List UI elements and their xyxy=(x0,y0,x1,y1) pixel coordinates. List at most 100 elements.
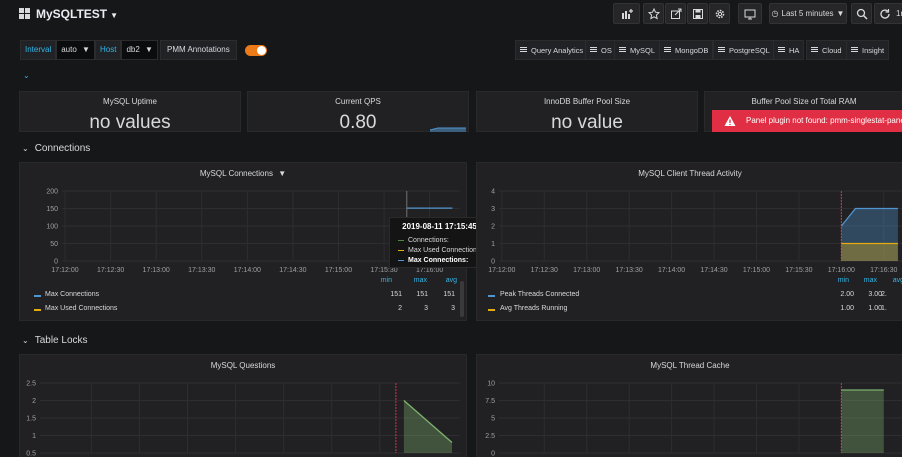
mysql-thread-cache-graph[interactable]: 0 2.5 5 7.5 10 xyxy=(477,375,902,457)
interval-variable: Interval auto ▼ xyxy=(20,40,95,60)
link-mongodb[interactable]: MongoDB xyxy=(659,40,714,60)
tooltip-item: Max Used Connections: xyxy=(398,246,483,256)
star-button[interactable] xyxy=(643,3,664,24)
link-label: Cloud xyxy=(822,45,842,55)
x-tick-label: 17:15:00 xyxy=(743,267,770,274)
panel-mysql-thread-cache: MySQL Thread Cache 0 2.5 5 7.5 10 xyxy=(476,354,902,457)
link-cloud[interactable]: Cloud xyxy=(806,40,847,60)
client-thread-activity-graph[interactable]: 0 1 2 3 4 17:12:00 17:12:30 17:13:00 17:13:30 17:… xyxy=(477,183,902,276)
legend-avg: 151 xyxy=(443,291,455,298)
link-ha[interactable]: HA xyxy=(773,40,805,60)
legend-header-avg[interactable]: avg xyxy=(892,277,902,284)
legend-avg: 3 xyxy=(451,305,455,312)
save-button[interactable] xyxy=(687,3,708,24)
interval-variable-label: Interval xyxy=(20,40,57,60)
legend-max: 3.00 xyxy=(868,291,882,298)
link-mysql[interactable]: MySQL xyxy=(614,40,661,60)
tooltip-swatch xyxy=(398,239,404,241)
row-table-locks[interactable]: ⌄ Table Locks xyxy=(22,335,88,346)
legend-header-max[interactable]: max xyxy=(863,277,877,284)
y-tick-label: 0 xyxy=(491,259,495,266)
annotations-toggle[interactable] xyxy=(244,44,267,56)
link-query-analytics[interactable]: Query Analytics xyxy=(515,40,589,60)
panel-title: MySQL Connections xyxy=(199,169,273,178)
tooltip-item: Max Connections: xyxy=(398,256,481,266)
link-insight[interactable]: Insight xyxy=(846,40,890,60)
y-tick-label: 1 xyxy=(491,241,495,248)
panel-title-with-menu[interactable]: MySQL Connections ▼ xyxy=(20,169,466,178)
tooltip-label: Connections: xyxy=(408,237,449,244)
y-tick-label: 2 xyxy=(491,224,495,231)
menu-bars-icon xyxy=(520,47,527,53)
dashboard-title-picker[interactable]: MySQLTEST ▼ xyxy=(36,7,118,21)
zoom-out-button[interactable] xyxy=(851,3,872,24)
link-postgresql[interactable]: PostgreSQL xyxy=(713,40,775,60)
link-label: PostgreSQL xyxy=(729,45,770,55)
legend-header-max[interactable]: max xyxy=(413,277,427,284)
interval-value: auto xyxy=(61,45,77,54)
share-button[interactable] xyxy=(665,3,686,24)
x-tick-label: 17:13:30 xyxy=(616,267,643,274)
series-area-0 xyxy=(841,208,898,261)
host-value: db2 xyxy=(126,45,140,54)
menu-bars-icon xyxy=(811,47,818,53)
legend-item-max-used-connections[interactable]: Max Used Connections xyxy=(45,305,118,312)
legend-item-avg-threads[interactable]: Avg Threads Running xyxy=(500,305,568,312)
dashboard-grid-icon[interactable] xyxy=(19,8,30,19)
panel-mysql-connections: MySQL Connections ▼ 0 50 100 150 200 17:12:00… xyxy=(19,162,467,321)
y-tick-label: 1 xyxy=(32,433,36,440)
host-variable-select[interactable]: db2 ▼ xyxy=(121,40,158,60)
legend-header-min[interactable]: min xyxy=(837,277,849,284)
y-tick-label: 3 xyxy=(491,206,495,213)
caret-down-icon: ▼ xyxy=(82,45,90,54)
add-panel-button[interactable] xyxy=(613,3,640,24)
star-icon xyxy=(647,7,660,19)
legend-swatch xyxy=(488,309,495,311)
menu-bars-icon xyxy=(718,47,725,53)
y-tick-label: 2.5 xyxy=(26,381,36,388)
legend-item-max-connections[interactable]: Max Connections xyxy=(45,291,100,298)
legend-min: 1.00 xyxy=(840,305,854,312)
qps-sparkline xyxy=(430,127,466,132)
annotations-toggle-group: PMM Annotations xyxy=(160,40,267,60)
tooltip-swatch xyxy=(398,259,404,261)
panel-title: Current QPS xyxy=(335,97,381,106)
refresh-button[interactable]: 1m xyxy=(874,3,902,24)
row-connections[interactable]: ⌄ Connections xyxy=(22,143,90,154)
clock-icon: ◷ xyxy=(771,9,779,18)
caret-down-icon: ▼ xyxy=(145,45,153,54)
link-os[interactable]: OS xyxy=(585,40,617,60)
row-title: Table Locks xyxy=(34,335,88,346)
x-tick-label: 17:16:30 xyxy=(870,267,897,274)
time-range-picker[interactable]: ◷ Last 5 minutes ▼ xyxy=(769,3,847,24)
collapse-row-chevron-icon[interactable]: ⌄ xyxy=(23,71,30,80)
tooltip-label: Max Connections: xyxy=(408,257,469,264)
chevron-down-icon: ⌄ xyxy=(22,144,29,153)
legend-item-peak-threads[interactable]: Peak Threads Connected xyxy=(500,291,580,298)
monitor-icon xyxy=(744,9,756,19)
search-icon xyxy=(856,8,868,20)
legend-scrollbar[interactable] xyxy=(460,281,464,317)
x-tick-label: 17:16:00 xyxy=(416,267,443,274)
x-tick-label: 17:13:30 xyxy=(188,267,215,274)
y-tick-label: 10 xyxy=(487,381,495,388)
legend-min: 2 xyxy=(398,305,402,312)
stat-panel-current-qps: Current QPS 0.80 xyxy=(247,91,469,133)
tv-mode-button[interactable] xyxy=(738,3,762,24)
legend-header-min[interactable]: min xyxy=(380,277,392,284)
tooltip-swatch xyxy=(398,249,404,251)
mysql-questions-graph[interactable]: 0.5 1 1.5 2 2.5 xyxy=(20,375,468,457)
interval-variable-select[interactable]: auto ▼ xyxy=(56,40,95,60)
warning-icon xyxy=(724,116,736,126)
legend-header-avg[interactable]: avg xyxy=(445,277,457,284)
top-navbar: MySQLTEST▼ ◷Last 5 minutes▼ 1m xyxy=(0,0,902,30)
series-area-0 xyxy=(403,400,452,453)
legend-max: 3 xyxy=(424,305,428,312)
stat-panel-buffer-pool-ram: Buffer Pool Size of Total RAM Panel plug… xyxy=(704,91,902,132)
x-tick-label: 17:16:00 xyxy=(828,267,855,274)
link-label: Insight xyxy=(862,45,885,55)
tooltip-label: Max Used Connections: xyxy=(408,247,483,254)
panel-title: MySQL Client Thread Activity xyxy=(638,169,742,178)
menu-bars-icon xyxy=(619,47,626,53)
settings-button[interactable] xyxy=(709,3,730,24)
